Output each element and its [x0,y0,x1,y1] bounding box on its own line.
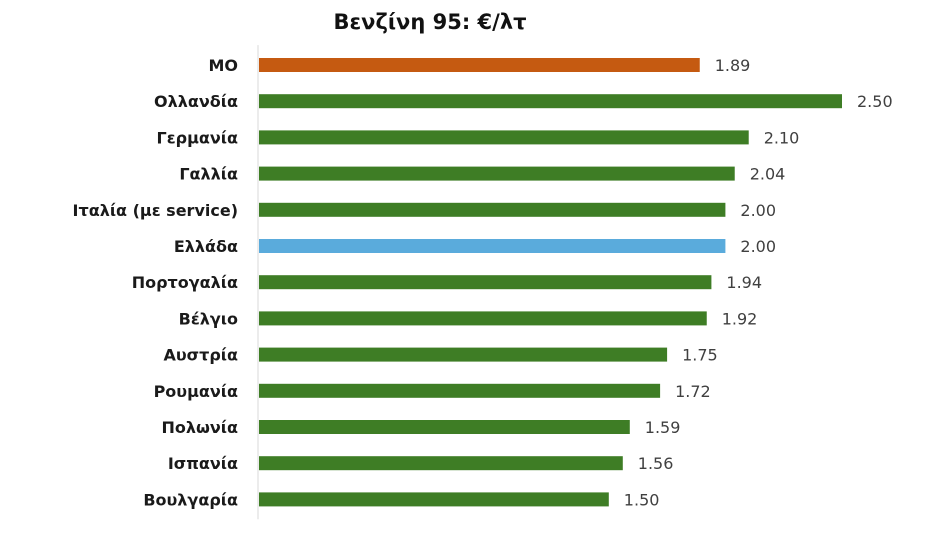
category-label: Αυστρία [163,346,238,365]
value-label: 1.94 [726,273,762,292]
bar [259,202,726,217]
value-label: 1.75 [682,346,718,365]
value-label: 1.56 [638,454,674,473]
category-label: Ελλάδα [174,237,238,256]
bar [259,347,668,362]
value-label: 1.50 [624,490,660,509]
bar [259,130,749,145]
category-label: ΜΟ [208,56,238,75]
category-label: Πορτογαλία [132,273,238,292]
category-label: Πολωνία [161,418,238,437]
chart-title: Βενζίνη 95: €/λτ [333,10,527,34]
category-label: Βέλγιο [179,309,238,328]
value-label: 1.92 [722,309,758,328]
category-label: Ιταλία (με service) [73,201,238,220]
bar [259,239,726,253]
bar [259,420,630,434]
value-label: 1.59 [645,418,681,437]
category-label: Γαλλία [179,165,238,184]
value-label: 2.04 [750,165,786,184]
bar [259,456,623,471]
bar [259,166,735,181]
bar [259,383,661,398]
category-label: Βουλγαρία [143,490,238,509]
value-label: 2.10 [764,128,800,147]
category-label: Ολλανδία [154,92,238,111]
value-label: 2.50 [857,92,893,111]
category-label: Γερμανία [157,128,238,147]
value-label: 2.00 [740,237,776,256]
value-label: 2.00 [740,201,776,220]
value-label: 1.72 [675,382,711,401]
category-label: Ισπανία [168,454,238,473]
category-label: Ρουμανία [154,382,238,401]
bar [259,311,707,326]
value-label: 1.89 [715,56,751,75]
bar [259,94,842,109]
bar [259,275,712,290]
bar [259,58,700,72]
bar [259,492,609,507]
